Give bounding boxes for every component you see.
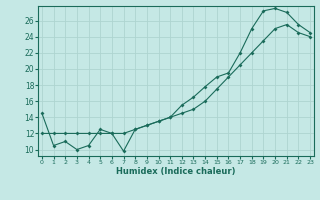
X-axis label: Humidex (Indice chaleur): Humidex (Indice chaleur)	[116, 167, 236, 176]
